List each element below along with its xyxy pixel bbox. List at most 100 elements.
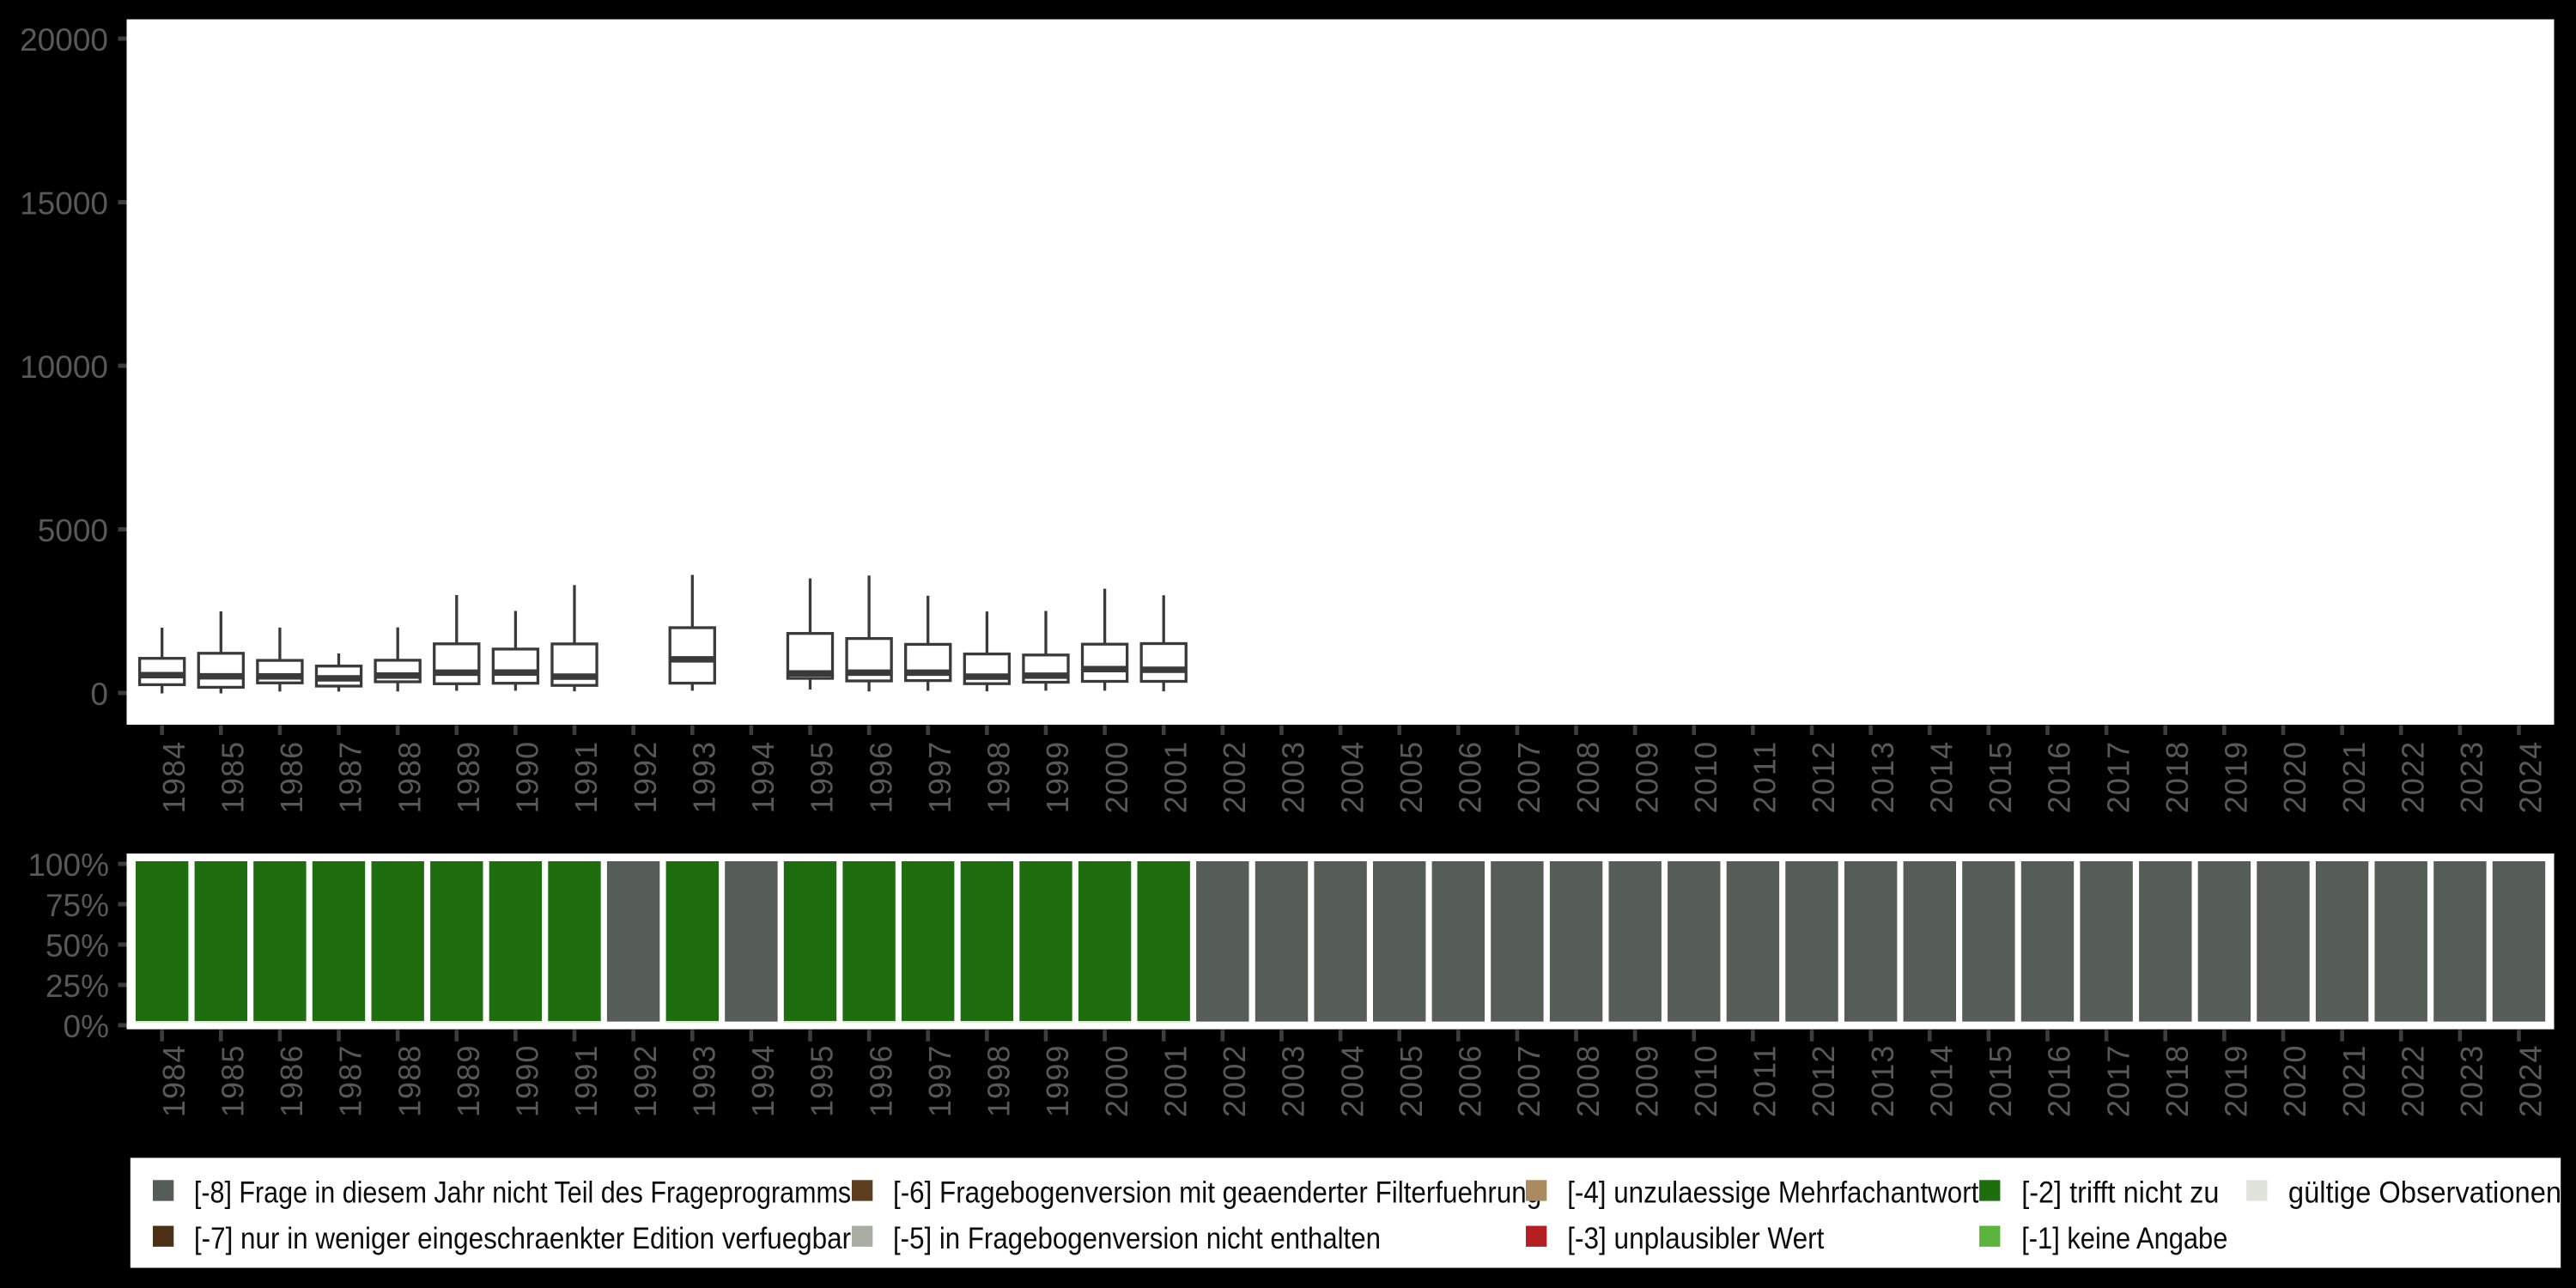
svg-text:1989: 1989 <box>451 1046 486 1118</box>
svg-text:2011: 2011 <box>1747 1046 1783 1118</box>
svg-text:1990: 1990 <box>510 742 545 814</box>
svg-text:2020: 2020 <box>2277 742 2312 814</box>
svg-text:1993: 1993 <box>686 1046 721 1118</box>
svg-text:1987: 1987 <box>333 742 368 814</box>
svg-text:15000: 15000 <box>20 186 108 222</box>
svg-text:1989: 1989 <box>451 742 486 814</box>
svg-text:2003: 2003 <box>1276 1046 1311 1118</box>
svg-text:[-3] unplausibler Wert: [-3] unplausibler Wert <box>1567 1222 1824 1255</box>
svg-text:2012: 2012 <box>1806 1046 1841 1118</box>
svg-text:1985: 1985 <box>215 742 250 814</box>
svg-text:2002: 2002 <box>1217 742 1252 814</box>
svg-text:2024: 2024 <box>2513 742 2549 814</box>
svg-text:1988: 1988 <box>392 1046 427 1118</box>
svg-text:5000: 5000 <box>38 513 108 549</box>
svg-text:2014: 2014 <box>1923 1046 1959 1118</box>
svg-text:20000: 20000 <box>20 22 108 58</box>
svg-text:2006: 2006 <box>1453 1046 1488 1118</box>
svg-text:2001: 2001 <box>1157 1046 1193 1118</box>
svg-text:2010: 2010 <box>1688 1046 1723 1118</box>
svg-text:1984: 1984 <box>156 742 191 814</box>
svg-text:2023: 2023 <box>2454 742 2489 814</box>
svg-text:2019: 2019 <box>2219 1046 2254 1118</box>
svg-text:2013: 2013 <box>1865 742 1900 814</box>
svg-text:2009: 2009 <box>1629 1046 1664 1118</box>
svg-text:2005: 2005 <box>1394 1046 1429 1118</box>
svg-text:2019: 2019 <box>2219 742 2254 814</box>
svg-text:1999: 1999 <box>1040 742 1075 814</box>
svg-text:1999: 1999 <box>1040 1046 1075 1118</box>
svg-text:2006: 2006 <box>1453 742 1488 814</box>
svg-text:2014: 2014 <box>1923 742 1959 814</box>
svg-text:100%: 100% <box>27 848 109 883</box>
svg-text:1995: 1995 <box>805 1046 840 1118</box>
svg-text:2021: 2021 <box>2336 742 2372 814</box>
svg-text:2017: 2017 <box>2100 742 2136 814</box>
svg-text:2017: 2017 <box>2100 1046 2136 1118</box>
svg-text:10000: 10000 <box>20 349 108 385</box>
svg-text:2007: 2007 <box>1511 742 1546 814</box>
svg-text:1994: 1994 <box>745 742 781 814</box>
svg-text:[-7] nur in weniger eingeschra: [-7] nur in weniger eingeschraenkter Edi… <box>194 1222 852 1255</box>
svg-text:2024: 2024 <box>2513 1046 2549 1118</box>
svg-text:2020: 2020 <box>2277 1046 2312 1118</box>
svg-text:[-6] Fragebogenversion mit gea: [-6] Fragebogenversion mit geaenderter F… <box>893 1176 1541 1210</box>
svg-text:2015: 2015 <box>1983 742 2018 814</box>
svg-text:2016: 2016 <box>2042 1046 2077 1118</box>
svg-text:1991: 1991 <box>568 1046 604 1118</box>
svg-text:0%: 0% <box>64 1009 109 1044</box>
svg-text:2003: 2003 <box>1276 742 1311 814</box>
svg-text:[-1] keine Angabe: [-1] keine Angabe <box>2021 1222 2227 1255</box>
svg-text:75%: 75% <box>46 888 109 923</box>
svg-text:1986: 1986 <box>274 742 309 814</box>
svg-text:1997: 1997 <box>922 1046 957 1118</box>
svg-text:2010: 2010 <box>1688 742 1723 814</box>
svg-text:1998: 1998 <box>981 1046 1017 1118</box>
svg-text:[-4] unzulaessige Mehrfachantw: [-4] unzulaessige Mehrfachantwort <box>1567 1176 1978 1210</box>
svg-text:1995: 1995 <box>805 742 840 814</box>
svg-text:2023: 2023 <box>2454 1046 2489 1118</box>
svg-text:[-2] trifft nicht zu: [-2] trifft nicht zu <box>2021 1176 2219 1210</box>
svg-text:2002: 2002 <box>1217 1046 1252 1118</box>
svg-text:2013: 2013 <box>1865 1046 1900 1118</box>
svg-text:1988: 1988 <box>392 742 427 814</box>
svg-text:2005: 2005 <box>1394 742 1429 814</box>
svg-text:0: 0 <box>90 677 108 712</box>
svg-text:1990: 1990 <box>510 1046 545 1118</box>
svg-text:2004: 2004 <box>1334 742 1370 814</box>
svg-text:1997: 1997 <box>922 742 957 814</box>
svg-text:1986: 1986 <box>274 1046 309 1118</box>
svg-text:1992: 1992 <box>628 1046 663 1118</box>
svg-text:2008: 2008 <box>1571 1046 1606 1118</box>
svg-text:2021: 2021 <box>2336 1046 2372 1118</box>
svg-text:2015: 2015 <box>1983 1046 2018 1118</box>
svg-text:[-8] Frage in diesem Jahr nich: [-8] Frage in diesem Jahr nicht Teil des… <box>194 1176 851 1210</box>
svg-text:2018: 2018 <box>2160 1046 2195 1118</box>
svg-text:2018: 2018 <box>2160 742 2195 814</box>
svg-text:2000: 2000 <box>1099 1046 1134 1118</box>
svg-text:2001: 2001 <box>1157 742 1193 814</box>
svg-text:2007: 2007 <box>1511 1046 1546 1118</box>
svg-text:2009: 2009 <box>1629 742 1664 814</box>
svg-text:[-5] in Fragebogenversion nich: [-5] in Fragebogenversion nicht enthalte… <box>893 1222 1381 1255</box>
svg-text:50%: 50% <box>46 928 109 963</box>
svg-text:2004: 2004 <box>1334 1046 1370 1118</box>
svg-text:1992: 1992 <box>628 742 663 814</box>
svg-text:2008: 2008 <box>1571 742 1606 814</box>
svg-text:gültige Observationen: gültige Observationen <box>2288 1176 2561 1210</box>
svg-text:2011: 2011 <box>1747 742 1783 814</box>
svg-text:1994: 1994 <box>745 1046 781 1118</box>
svg-text:1993: 1993 <box>686 742 721 814</box>
svg-text:1998: 1998 <box>981 742 1017 814</box>
svg-text:1996: 1996 <box>863 1046 898 1118</box>
svg-text:1987: 1987 <box>333 1046 368 1118</box>
svg-text:2012: 2012 <box>1806 742 1841 814</box>
svg-text:25%: 25% <box>46 969 109 1004</box>
svg-text:1991: 1991 <box>568 742 604 814</box>
svg-text:1984: 1984 <box>156 1046 191 1118</box>
svg-text:1985: 1985 <box>215 1046 250 1118</box>
svg-text:2022: 2022 <box>2395 1046 2430 1118</box>
svg-text:2016: 2016 <box>2042 742 2077 814</box>
svg-text:2000: 2000 <box>1099 742 1134 814</box>
svg-text:2022: 2022 <box>2395 742 2430 814</box>
